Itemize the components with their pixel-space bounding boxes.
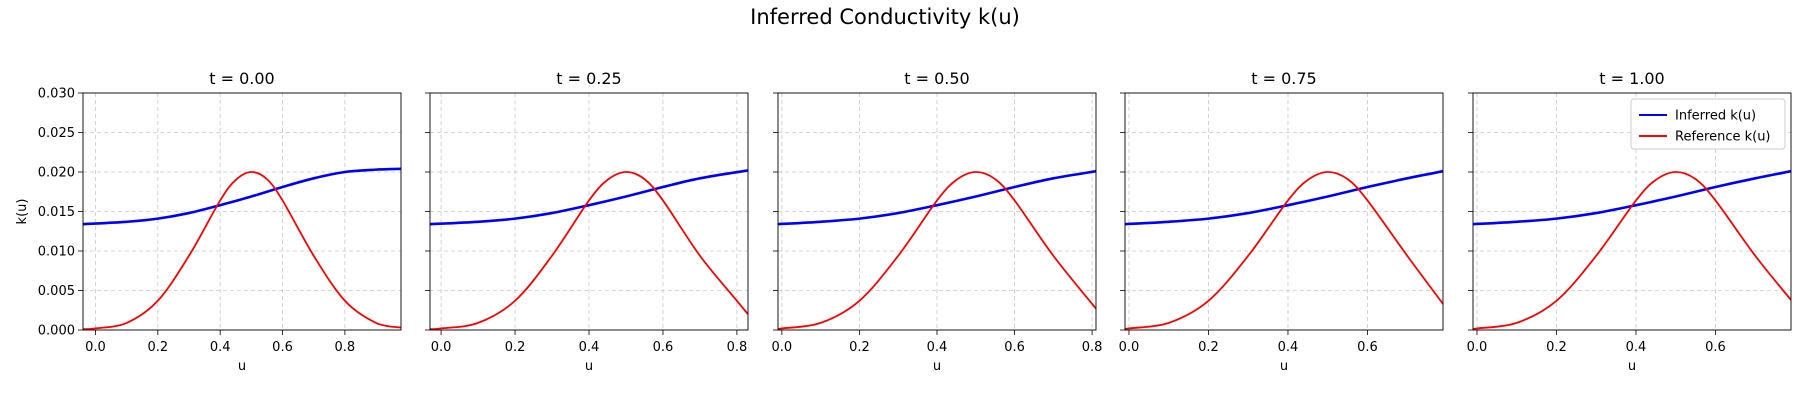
- x-tick-label: 0.6: [1004, 340, 1025, 355]
- legend: Inferred k(u) Reference k(u): [1630, 98, 1786, 150]
- reference-k-line: [1125, 171, 1443, 330]
- x-tick-label: 0.6: [1705, 340, 1726, 355]
- x-axis-label: u: [1280, 359, 1288, 374]
- x-tick-label: 0.0: [85, 340, 106, 355]
- x-tick-label: 0.8: [335, 340, 356, 355]
- x-axis-label: u: [238, 359, 246, 374]
- axes-frame: [82, 92, 402, 331]
- panel-title: t = 0.00: [209, 69, 274, 88]
- x-tick-label: 0.4: [579, 340, 600, 355]
- x-tick-label: 0.6: [1357, 340, 1378, 355]
- axes-frame: [1124, 92, 1444, 331]
- x-tick-label: 0.4: [927, 340, 948, 355]
- reference-k-line: [430, 171, 748, 330]
- panel-title: t = 0.50: [904, 69, 969, 88]
- panel-1: t = 0.25 0.0 0.2 0.4 0.6 0.8 u: [425, 69, 749, 374]
- x-tick-label: 0.2: [147, 340, 168, 355]
- panels-container: t = 0.00 0.000 0.005 0.010 0.015 0.020 0.025 0.…: [15, 69, 1792, 374]
- y-tick-label: 0.010: [38, 245, 75, 260]
- panel-0: t = 0.00 0.000 0.005 0.010 0.015 0.020 0.025 0.…: [15, 69, 402, 374]
- legend-label-inferred: Inferred k(u): [1675, 109, 1756, 124]
- x-tick-label: 0.8: [727, 340, 748, 355]
- panel-4: t = 1.00 0.0 0.2 0.4 0.6 u Inferred k(u) Refere…: [1467, 69, 1792, 374]
- x-tick-label: 0.0: [1119, 340, 1140, 355]
- x-axis-label: u: [1628, 359, 1636, 374]
- panel-title: t = 0.25: [556, 69, 621, 88]
- axes-frame: [777, 92, 1097, 331]
- panel-3: t = 0.75 0.0 0.2 0.4 0.6 u: [1119, 69, 1444, 374]
- x-tick-label: 0.2: [1546, 340, 1567, 355]
- y-tick-label: 0.000: [38, 324, 75, 339]
- legend-label-reference: Reference k(u): [1675, 130, 1771, 145]
- panel-title: t = 1.00: [1599, 69, 1664, 88]
- inferred-k-line: [778, 169, 1096, 226]
- inferred-k-line: [83, 167, 401, 226]
- panel-2: t = 0.50 0.0 0.2 0.4 0.6 0.8 u: [772, 69, 1103, 374]
- inferred-k-line: [430, 169, 748, 226]
- x-tick-label: 0.2: [849, 340, 870, 355]
- y-tick-label: 0.020: [38, 166, 75, 181]
- x-tick-label: 0.0: [772, 340, 793, 355]
- x-tick-label: 0.2: [505, 340, 526, 355]
- x-tick-label: 0.6: [653, 340, 674, 355]
- inferred-k-line: [1125, 169, 1443, 226]
- legend-box: [1630, 98, 1786, 150]
- x-axis-label: u: [933, 359, 941, 374]
- x-tick-label: 0.0: [431, 340, 452, 355]
- x-axis-label: u: [585, 359, 593, 374]
- figure-title: Inferred Conductivity k(u): [750, 5, 1020, 29]
- reference-k-line: [1473, 171, 1791, 330]
- y-tick-label: 0.025: [38, 126, 75, 141]
- y-tick-label: 0.005: [38, 284, 75, 299]
- panel-title: t = 0.75: [1251, 69, 1316, 88]
- x-tick-label: 0.0: [1467, 340, 1488, 355]
- x-tick-label: 0.4: [1626, 340, 1647, 355]
- y-tick-label: 0.015: [38, 205, 75, 220]
- axes-frame: [429, 92, 749, 331]
- y-axis-label: k(u): [15, 199, 30, 225]
- axes-frame: [1472, 92, 1792, 331]
- x-tick-label: 0.4: [1278, 340, 1299, 355]
- x-tick-label: 0.6: [272, 340, 293, 355]
- x-tick-label: 0.4: [210, 340, 231, 355]
- x-tick-label: 0.2: [1198, 340, 1219, 355]
- y-tick-label: 0.030: [38, 87, 75, 102]
- reference-k-line: [778, 171, 1096, 330]
- x-tick-label: 0.8: [1082, 340, 1103, 355]
- inferred-k-line: [1473, 169, 1791, 226]
- reference-k-line: [83, 171, 401, 330]
